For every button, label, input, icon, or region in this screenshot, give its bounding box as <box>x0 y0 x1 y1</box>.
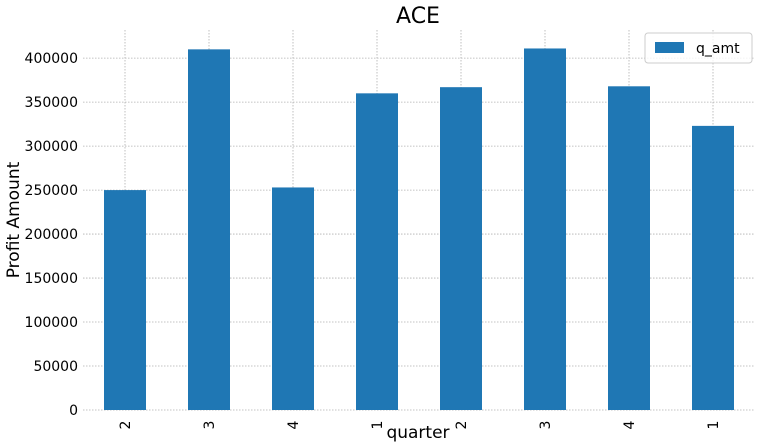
legend: q_amt <box>644 32 753 64</box>
x-tick-label: 3 <box>202 421 218 430</box>
bar <box>188 49 230 410</box>
x-tick-label: 1 <box>706 421 722 430</box>
bar <box>692 125 734 410</box>
x-axis-title: quarter <box>386 423 449 443</box>
legend-swatch <box>655 42 684 53</box>
x-tick-label: 1 <box>370 421 386 430</box>
bar <box>524 48 566 410</box>
legend-label: q_amt <box>696 41 740 57</box>
x-tick-label: 4 <box>286 420 302 429</box>
x-tick-label: 3 <box>538 421 554 430</box>
y-tick-label: 0 <box>69 403 78 419</box>
x-tick-label: 4 <box>622 420 638 429</box>
bar <box>272 187 314 410</box>
bars <box>104 48 734 410</box>
y-tick-label: 150000 <box>25 271 78 287</box>
x-tick-label: 2 <box>454 421 470 430</box>
bar <box>608 86 650 410</box>
x-tick-labels: 2 3 4 1 2 3 4 1 <box>118 420 722 429</box>
y-tick-label: 400000 <box>25 51 78 67</box>
x-tick-label: 2 <box>118 421 134 430</box>
y-tick-label: 300000 <box>25 139 78 155</box>
y-tick-label: 50000 <box>33 359 78 375</box>
y-tick-labels: 0 50000 100000 150000 200000 250000 300000 3500… <box>25 51 78 419</box>
y-tick-label: 350000 <box>25 95 78 111</box>
y-axis-title: Profit Amount <box>4 161 24 278</box>
bar <box>356 93 398 410</box>
y-tick-label: 200000 <box>25 227 78 243</box>
legend-box <box>644 32 753 64</box>
bar <box>440 87 482 410</box>
bar <box>104 190 146 410</box>
y-tick-label: 250000 <box>25 183 78 199</box>
chart-title: ACE <box>396 4 440 29</box>
y-tick-label: 100000 <box>25 315 78 331</box>
grid-lines <box>83 30 755 411</box>
